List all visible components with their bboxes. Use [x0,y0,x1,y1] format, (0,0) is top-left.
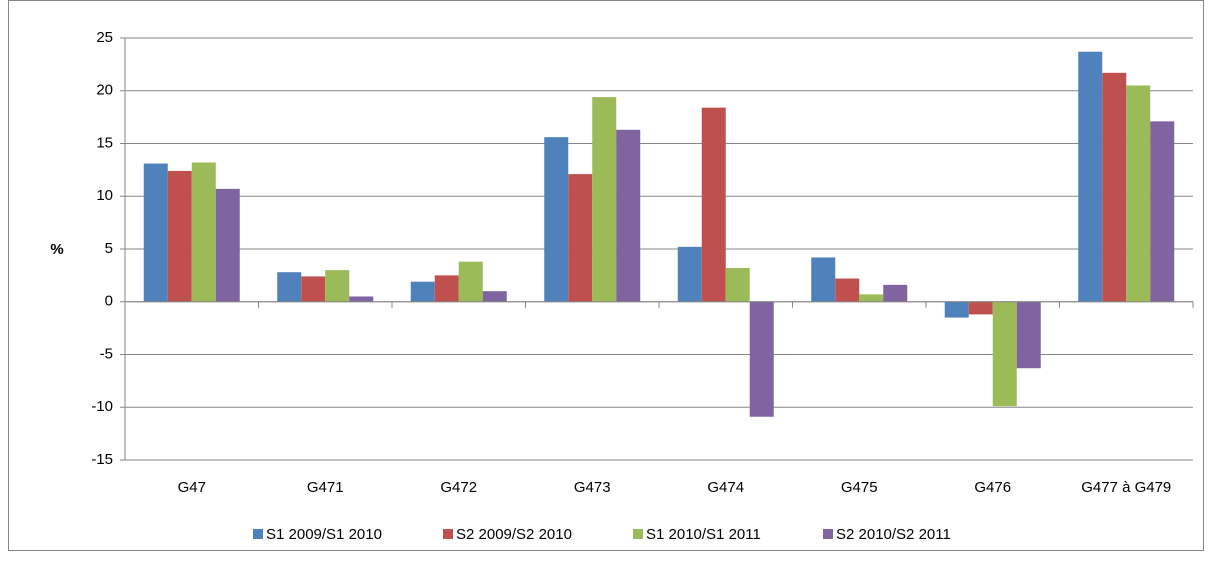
y-tick-label: 15 [96,134,113,151]
y-tick-label: 0 [105,293,113,310]
bar [191,162,216,302]
bar [568,174,593,302]
y-tick-label: 25 [96,29,113,46]
legend-swatch [443,529,453,539]
bar [592,97,617,302]
legend-label: S2 2009/S2 2010 [456,526,572,543]
bar [944,301,969,318]
y-axis-label: % [50,241,63,258]
y-tick-label: -15 [91,451,113,468]
bar [410,281,435,302]
bar [458,261,483,302]
legend-swatch [823,529,833,539]
bar [482,291,507,302]
x-tick-label: G474 [707,479,744,496]
y-tick-label: 20 [96,82,113,99]
bar [434,275,459,302]
legend-label: S1 2010/S1 2011 [646,526,761,543]
bar [725,267,750,302]
bar [544,137,569,302]
legend-label: S1 2009/S1 2010 [266,526,382,543]
bar [811,257,836,302]
y-tick-label: 10 [96,187,113,204]
bar [1150,121,1175,302]
bar [677,246,702,302]
bar [1102,72,1127,302]
bar [301,276,326,302]
bar [883,284,908,302]
bar [701,107,726,302]
bar [143,163,168,302]
legend-swatch [633,529,643,539]
bar [277,272,302,302]
bar [1126,85,1151,302]
bar [1016,301,1041,369]
bar [749,301,774,417]
bar [1078,51,1103,302]
x-tick-label: G476 [974,479,1011,496]
legend-label: S2 2010/S2 2011 [836,526,951,543]
bar [215,188,240,302]
bar [859,294,884,302]
x-tick-label: G473 [574,479,611,496]
x-tick-label: G475 [841,479,878,496]
bar [349,296,374,302]
bar [992,301,1017,407]
y-tick-label: 5 [105,240,113,257]
bar [325,270,350,302]
bar [167,170,192,302]
legend-swatch [253,529,263,539]
bar [616,129,641,302]
y-tick-label: -5 [100,345,113,362]
x-tick-label: G472 [440,479,477,496]
x-tick-label: G471 [307,479,344,496]
bar [968,301,993,315]
y-tick-label: -10 [91,398,113,415]
x-tick-label: G477 à G479 [1081,479,1171,496]
bar [835,278,860,302]
x-tick-label: G47 [178,479,206,496]
